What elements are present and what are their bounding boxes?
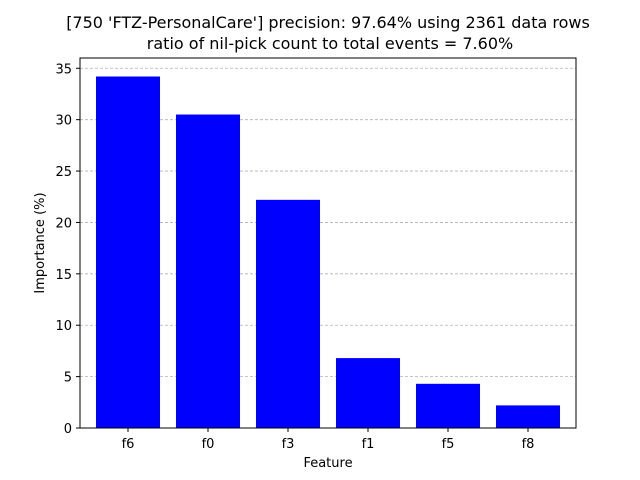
bars <box>96 76 560 429</box>
bar-f3 <box>256 199 320 428</box>
y-gridlines <box>80 67 576 378</box>
x-tick-label: f6 <box>122 437 135 452</box>
y-tick-label: 30 <box>55 114 72 129</box>
x-tick-label: f0 <box>202 437 215 452</box>
bar-f1 <box>336 358 400 428</box>
y-axis-ticks: 0 5 10 15 20 25 30 35 <box>55 62 80 437</box>
y-tick-label: 25 <box>55 165 72 180</box>
x-tick-label: f8 <box>522 437 535 452</box>
chart-title: [750 'FTZ-PersonalCare'] precision: 97.6… <box>66 13 590 32</box>
bar-f0 <box>176 114 240 429</box>
x-axis-ticks: f6 f0 f3 f1 f5 f8 <box>122 428 535 452</box>
plot-frame <box>79 57 577 429</box>
x-tick-label: f1 <box>362 437 375 452</box>
y-tick-label: 0 <box>64 422 72 437</box>
x-tick-label: f3 <box>282 437 295 452</box>
x-tick-label: f5 <box>442 437 455 452</box>
y-tick-label: 20 <box>55 216 72 231</box>
y-axis-label: Importance (%) <box>33 192 48 293</box>
bar-f6 <box>96 76 160 428</box>
chart-subtitle: ratio of nil-pick count to total events … <box>147 34 513 53</box>
y-tick-label: 35 <box>55 62 72 77</box>
y-tick-label: 10 <box>55 319 72 334</box>
x-axis-label: Feature <box>303 456 352 471</box>
bar-f8 <box>496 405 560 428</box>
y-tick-label: 5 <box>64 371 72 386</box>
y-tick-label: 15 <box>55 268 72 283</box>
bar-f5 <box>416 383 480 428</box>
